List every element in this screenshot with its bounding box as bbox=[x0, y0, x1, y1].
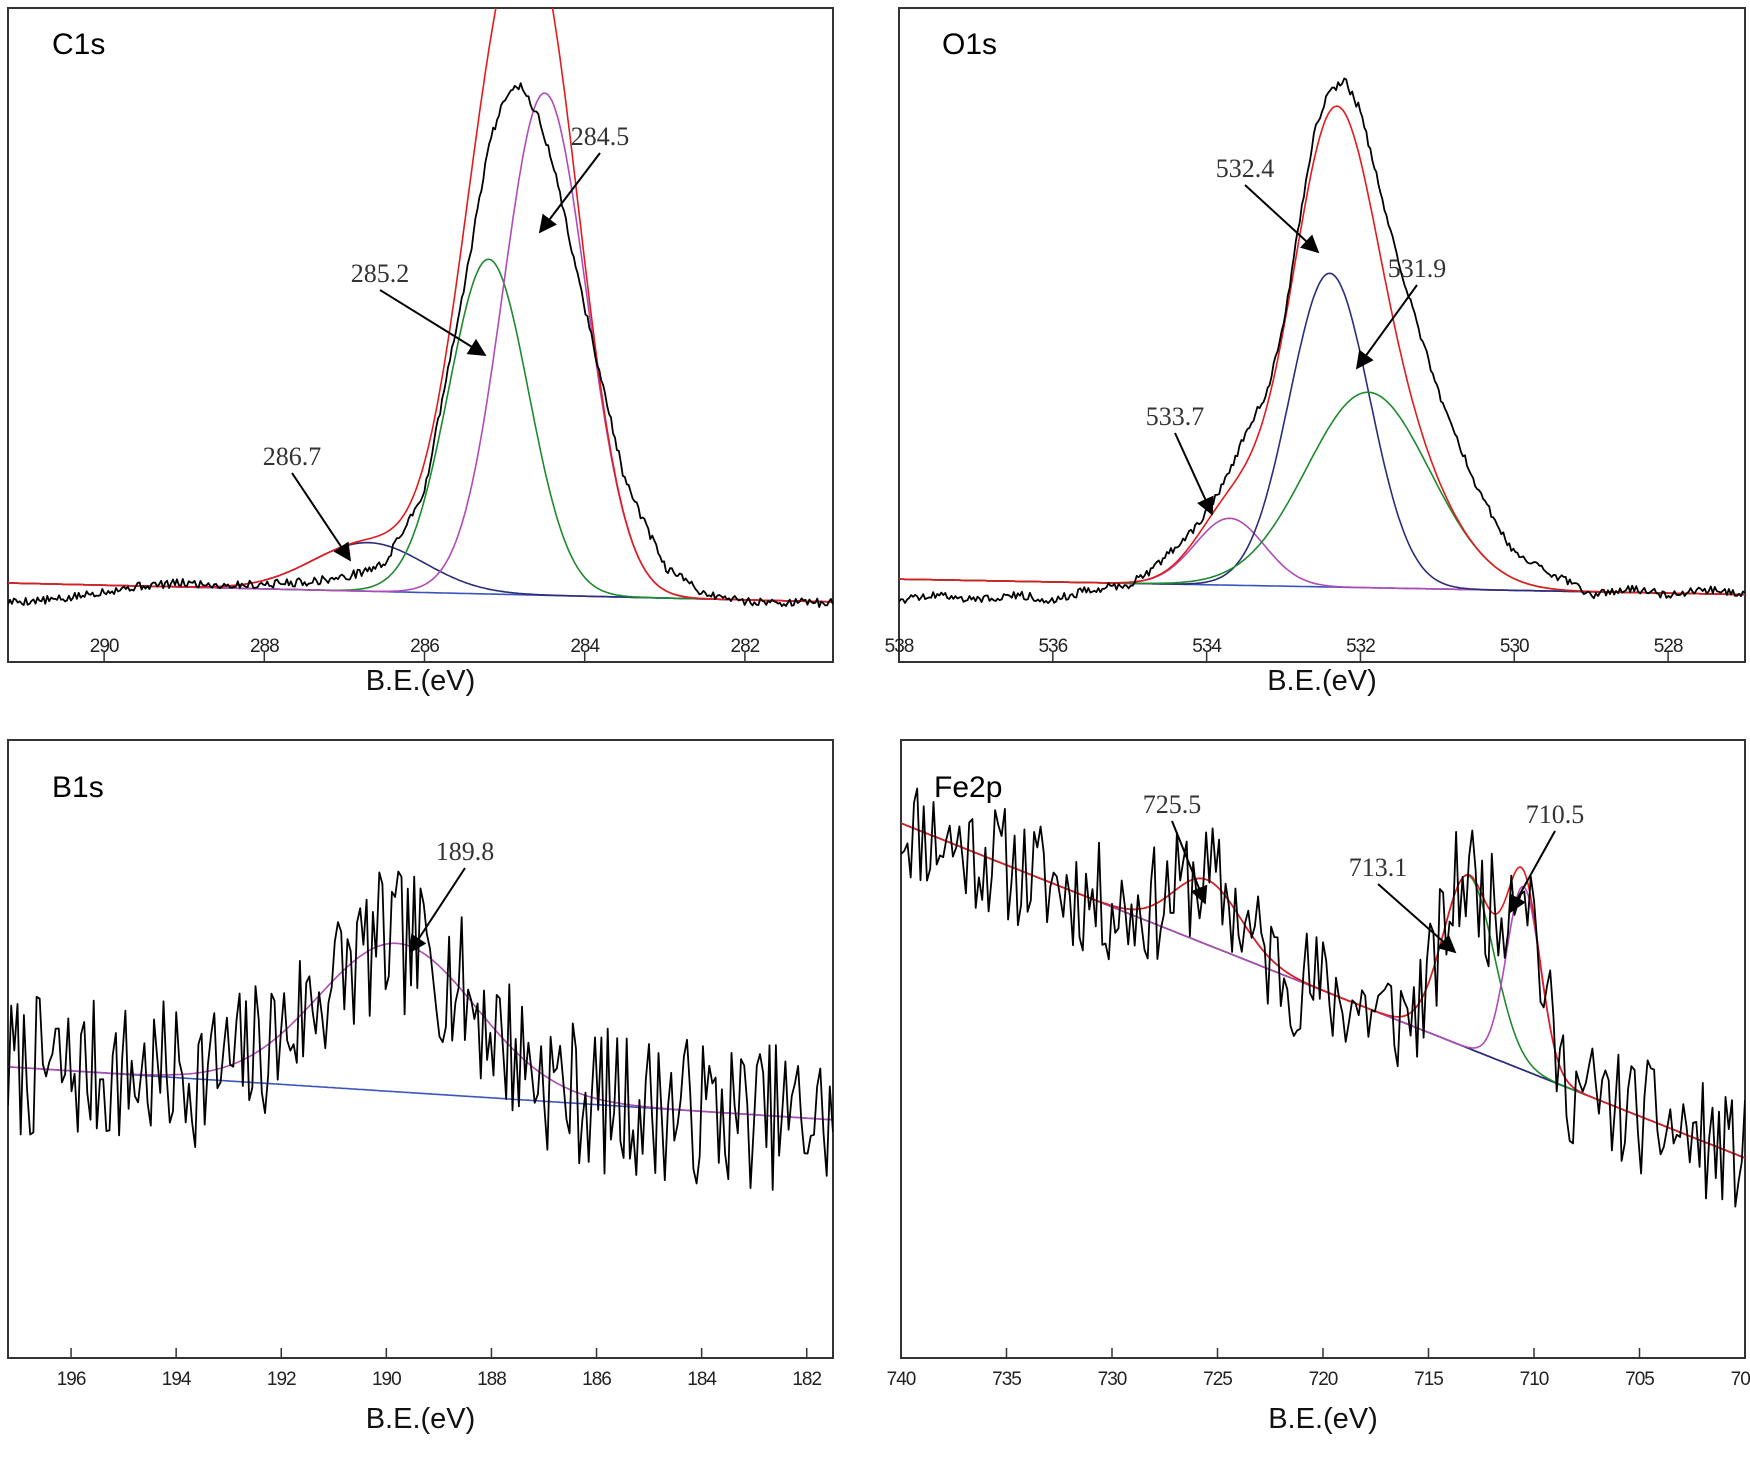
peak-annotation: 533.7 bbox=[1146, 402, 1205, 431]
x-tick-label: 532 bbox=[1346, 636, 1375, 657]
x-tick-label: 284 bbox=[570, 636, 600, 657]
annotation-arrow bbox=[1244, 184, 1320, 254]
x-tick-label: 282 bbox=[731, 636, 760, 657]
annotation-arrow bbox=[379, 289, 487, 356]
x-tick-label: 290 bbox=[90, 636, 119, 657]
x-tick-label: 705 bbox=[1625, 1369, 1654, 1390]
x-tick-label: 530 bbox=[1500, 636, 1529, 657]
peak-annotation: 285.2 bbox=[351, 259, 410, 288]
x-tick-label: 715 bbox=[1414, 1369, 1443, 1390]
x-tick-label: 182 bbox=[792, 1369, 821, 1390]
x-tick-label: 725 bbox=[1203, 1369, 1232, 1390]
series-raw bbox=[901, 787, 1745, 1208]
annotation-arrow bbox=[1377, 883, 1457, 954]
plot-area bbox=[8, 870, 833, 1191]
peak-annotation: 286.7 bbox=[263, 442, 322, 471]
panel-title: O1s bbox=[942, 28, 997, 61]
x-tick-label: 194 bbox=[162, 1369, 192, 1390]
peak-annotation: 725.5 bbox=[1143, 790, 1202, 819]
peak-annotation: 710.5 bbox=[1526, 800, 1585, 829]
peak-annotation: 189.8 bbox=[436, 837, 495, 866]
panel-title: C1s bbox=[52, 28, 105, 61]
annotation-arrow bbox=[538, 152, 601, 234]
annotation-arrow bbox=[1174, 432, 1214, 516]
plot-frame bbox=[900, 739, 1746, 1359]
x-tick-label: 286 bbox=[410, 636, 439, 657]
x-tick-label: 730 bbox=[1098, 1369, 1127, 1390]
x-tick-label: 186 bbox=[582, 1369, 611, 1390]
panel-fe2p: Fe2p 740 735 730 725 720 715 710 705 700 B.E.(eV) 7… bbox=[887, 739, 1750, 1435]
plot-area bbox=[8, 8, 833, 608]
series-envelope bbox=[901, 822, 1745, 1159]
plot-frame bbox=[7, 739, 834, 1359]
series-peak-533-7 bbox=[899, 517, 1745, 596]
panel-o1s: O1s 538 536 534 532 530 528 B.E.(eV) 533.7 532.4 5… bbox=[885, 7, 1746, 697]
series-raw bbox=[8, 82, 833, 608]
plot-area bbox=[899, 77, 1745, 604]
x-axis-label: B.E.(eV) bbox=[366, 665, 476, 697]
plot-area bbox=[901, 787, 1745, 1208]
series-peak-285-2 bbox=[8, 258, 833, 603]
panel-title: Fe2p bbox=[934, 771, 1002, 804]
x-tick-label: 710 bbox=[1520, 1369, 1549, 1390]
x-axis-label: B.E.(eV) bbox=[1267, 665, 1377, 697]
x-tick-label: 700 bbox=[1731, 1369, 1750, 1390]
x-tick-label: 288 bbox=[250, 636, 279, 657]
peak-annotation: 284.5 bbox=[571, 122, 630, 151]
plot-frame bbox=[898, 7, 1746, 663]
peak-annotation: 532.4 bbox=[1216, 154, 1275, 183]
annotation-arrow bbox=[1509, 830, 1556, 914]
annotation-arrow bbox=[1171, 820, 1208, 905]
panel-b1s: B1s 196 194 192 190 188 186 184 182 B.E.(eV) 189.8 bbox=[7, 739, 834, 1435]
x-tick-label: 184 bbox=[687, 1369, 717, 1390]
series-envelope bbox=[8, 8, 833, 603]
annotation-arrow bbox=[1355, 284, 1418, 370]
x-tick-label: 538 bbox=[885, 636, 914, 657]
x-tick-label: 534 bbox=[1192, 636, 1222, 657]
x-tick-label: 740 bbox=[887, 1369, 916, 1390]
x-tick-label: 735 bbox=[992, 1369, 1021, 1390]
x-tick-label: 188 bbox=[477, 1369, 506, 1390]
series-raw bbox=[8, 870, 833, 1191]
panel-title: B1s bbox=[52, 771, 104, 804]
x-tick-label: 196 bbox=[57, 1369, 86, 1390]
x-tick-label: 190 bbox=[372, 1369, 401, 1390]
series-peak-532-4 bbox=[899, 272, 1745, 596]
series-peak-284-5 bbox=[8, 92, 833, 603]
x-tick-label: 192 bbox=[267, 1369, 296, 1390]
plot-frame bbox=[7, 7, 834, 663]
x-tick-label: 536 bbox=[1038, 636, 1067, 657]
peak-annotation: 713.1 bbox=[1349, 853, 1408, 882]
panel-c1s: C1s 290 288 286 284 282 B.E.(eV) 286.7 285.2 284.… bbox=[7, 7, 834, 697]
series-peak-531-9 bbox=[899, 391, 1745, 596]
peak-annotation: 531.9 bbox=[1388, 254, 1447, 283]
x-axis-label: B.E.(eV) bbox=[366, 1403, 476, 1435]
annotation-arrow bbox=[291, 472, 351, 562]
x-tick-label: 528 bbox=[1654, 636, 1683, 657]
series-raw bbox=[899, 77, 1745, 604]
annotation-arrow bbox=[409, 867, 466, 954]
x-tick-label: 720 bbox=[1309, 1369, 1338, 1390]
x-axis-label: B.E.(eV) bbox=[1268, 1403, 1378, 1435]
series-envelope bbox=[899, 105, 1745, 596]
